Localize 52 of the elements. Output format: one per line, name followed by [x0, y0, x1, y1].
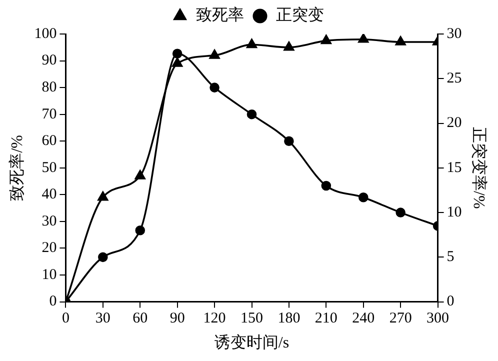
point	[395, 36, 406, 46]
x-tick-label: 60	[132, 310, 148, 327]
x-tick-label: 180	[278, 310, 300, 327]
legend-label: 致死率	[196, 6, 244, 24]
y-tick-label: 40	[42, 186, 57, 203]
y2-tick-label: 10	[446, 204, 462, 220]
x-tick-label: 30	[95, 310, 110, 327]
point	[134, 170, 146, 180]
point	[172, 48, 182, 59]
y-tick-label: 30	[42, 213, 57, 230]
point	[358, 192, 368, 202]
y-tick-label: 90	[42, 52, 57, 69]
x-tick-label: 300	[426, 310, 450, 327]
y-tick-label: 70	[42, 106, 57, 122]
x-tick-label: 90	[170, 310, 185, 327]
point	[321, 180, 332, 191]
y2-tick-label: 20	[446, 115, 462, 132]
x-tick-label: 240	[352, 310, 375, 327]
y2-tick-label: 25	[446, 70, 462, 87]
legend-label: 正突变	[276, 6, 324, 24]
y-tick-label: 60	[42, 133, 57, 150]
x-tick-label: 150	[240, 310, 263, 327]
y2-tick-label: 5	[446, 249, 454, 266]
point	[135, 225, 146, 236]
y-tick-label: 10	[42, 266, 57, 283]
point	[396, 208, 406, 218]
point	[284, 136, 294, 146]
x-tick-label: 120	[203, 310, 226, 327]
point	[358, 34, 369, 43]
y-axis-title: 致死率/%	[8, 135, 26, 201]
y2-tick-label: 30	[446, 26, 462, 42]
x-tick-label: 210	[314, 310, 338, 327]
x-axis-title: 诱变时间/s	[214, 334, 290, 352]
point	[172, 58, 183, 67]
y-tick-label: 20	[42, 240, 57, 256]
y2-tick-label: 15	[446, 160, 462, 176]
point	[98, 191, 108, 201]
point	[210, 82, 220, 92]
y-tick-label: 80	[42, 79, 57, 96]
point	[98, 252, 108, 262]
point	[320, 34, 332, 44]
point	[284, 41, 294, 51]
point	[209, 50, 220, 59]
y-tick-label: 100	[34, 26, 57, 42]
y2-axis-title: 正突变率/%	[470, 127, 488, 209]
x-tick-label: 0	[62, 310, 70, 327]
y-tick-label: 50	[42, 160, 57, 176]
point	[246, 109, 257, 120]
y2-tick-label: 0	[446, 294, 454, 310]
x-tick-label: 270	[389, 310, 412, 327]
y-tick-label: 0	[49, 294, 57, 310]
point	[246, 38, 257, 48]
